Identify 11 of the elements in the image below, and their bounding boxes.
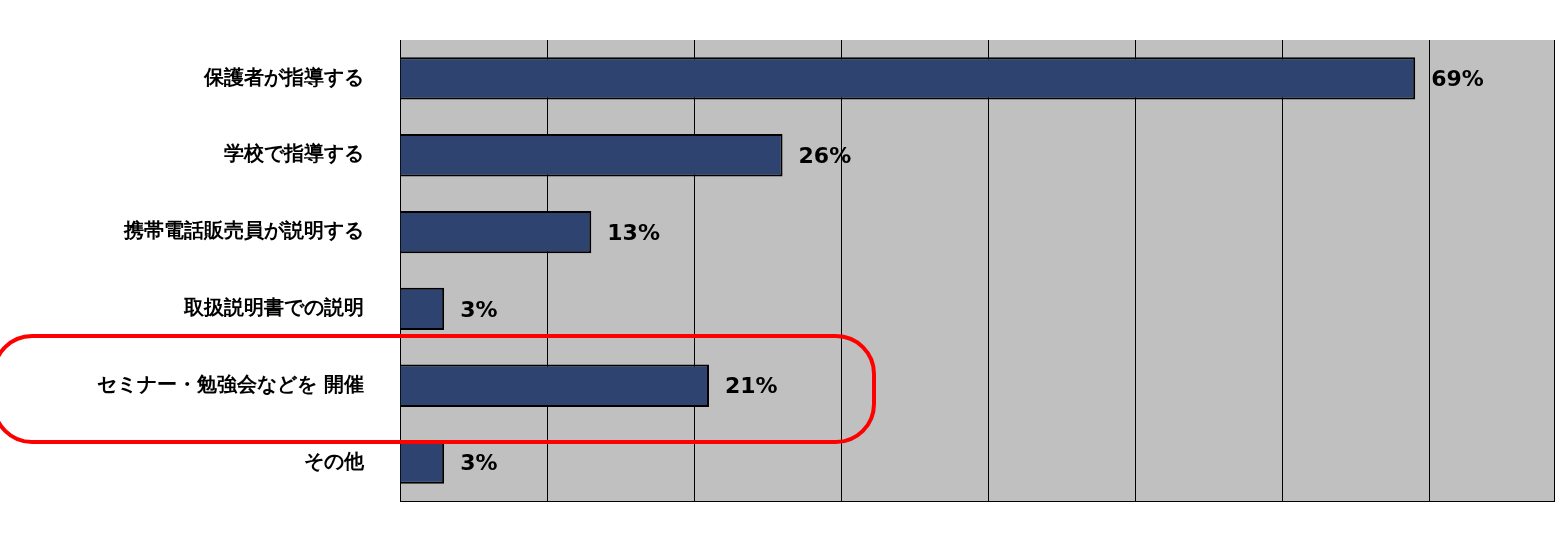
data-label: 69% <box>1431 66 1484 92</box>
data-label: 3% <box>460 296 498 322</box>
data-label: 3% <box>460 450 498 476</box>
y-tick-label: その他 <box>304 448 365 473</box>
y-tick-label: 携帯電話販売員が説明する <box>123 218 364 243</box>
data-label: 13% <box>607 219 660 245</box>
y-tick-label: 取扱説明書での説明 <box>183 295 364 320</box>
y-tick-label: 保護者が指導する <box>203 64 364 89</box>
data-label: 21% <box>724 373 778 399</box>
y-tick-label: 学校で指導する <box>224 141 364 166</box>
y-tick-label: セミナー・勉強会などを 開催 <box>97 371 364 396</box>
